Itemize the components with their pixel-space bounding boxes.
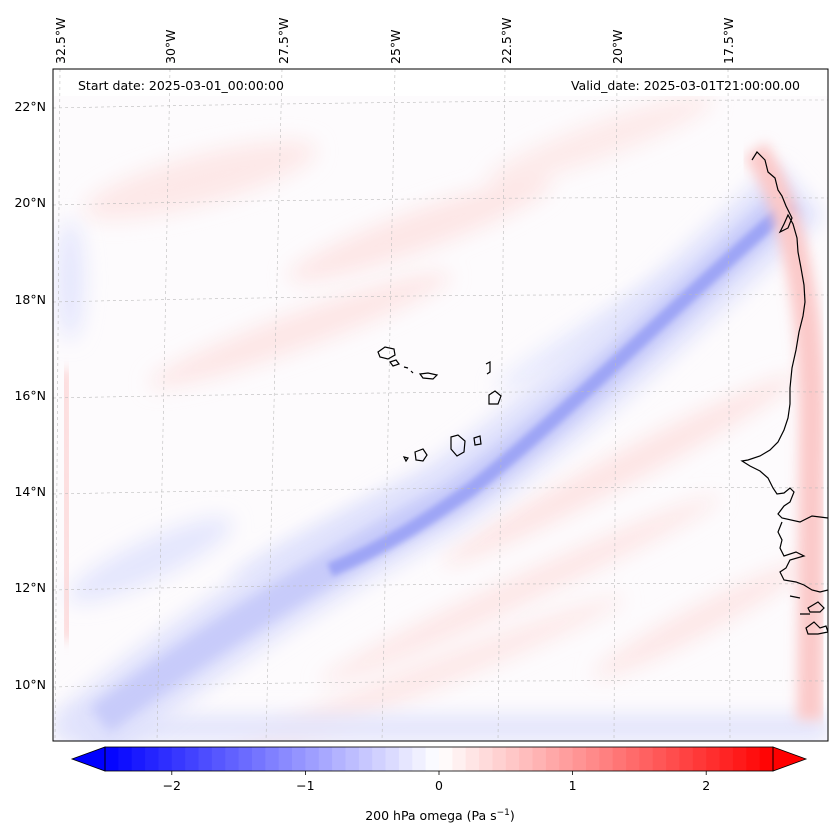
colorbar-cell: [746, 747, 761, 771]
colorbar-cell: [732, 747, 747, 771]
colorbar-tick-label: −1: [296, 778, 314, 793]
coastal-descent-strip: [744, 142, 826, 721]
colorbar-cell: [358, 747, 373, 771]
colorbar-cell: [185, 747, 200, 771]
colorbar-cell: [545, 747, 560, 771]
colorbar-cell: [372, 747, 387, 771]
colorbar-cell: [505, 747, 520, 771]
colorbar-cell: [251, 747, 266, 771]
colorbar-cell: [599, 747, 614, 771]
lon-label: 17.5°W: [721, 18, 736, 64]
lon-label: 27.5°W: [276, 18, 291, 64]
colorbar-cell: [706, 747, 721, 771]
colorbar-cell: [265, 747, 280, 771]
header-box: [54, 70, 827, 96]
coastline-west-africa: [740, 151, 828, 635]
colorbar-cell: [439, 747, 453, 771]
colorbar-cell: [479, 747, 494, 771]
lon-label: 30°W: [163, 29, 178, 64]
colorbar-cell: [719, 747, 734, 771]
gridlines: [53, 69, 828, 741]
ascent-band-core: [327, 199, 795, 577]
valid-date-label: Valid_date: 2025-03-01T21:00:00.00: [571, 78, 800, 93]
western-edge-strip: [58, 369, 75, 641]
lat-label: 18°N: [14, 292, 46, 307]
colorbar-label: 200 hPa omega (Pa s−1): [365, 808, 515, 823]
colorbar-cell: [626, 747, 640, 771]
colorbar: −2 −1 0 1 2 200 hPa omega (Pa s−1): [70, 746, 808, 823]
colorbar-cell: [492, 747, 507, 771]
lat-label: 14°N: [14, 484, 46, 499]
latitude-labels: 22°N 20°N 18°N 16°N 14°N 12°N 10°N: [14, 99, 46, 692]
colorbar-tick-label: 0: [435, 778, 443, 793]
colorbar-tick-label: 2: [702, 778, 710, 793]
colorbar-cell: [559, 747, 574, 771]
colorbar-tick-label: −2: [163, 778, 181, 793]
coastline-cape-verde: [377, 346, 502, 463]
colorbar-cell: [612, 747, 627, 771]
lon-label: 22.5°W: [499, 18, 514, 64]
colorbar-extend-min: [70, 746, 106, 772]
colorbar-cell: [532, 747, 547, 771]
omega-field: [53, 69, 828, 741]
lat-label: 22°N: [14, 99, 46, 114]
colorbar-cell: [211, 747, 226, 771]
colorbar-cell: [345, 747, 360, 771]
colorbar-cell: [198, 747, 213, 771]
colorbar-ticks: −2 −1 0 1 2: [163, 771, 710, 793]
colorbar-cell: [759, 747, 774, 771]
colorbar-cell: [292, 747, 306, 771]
lon-label: 25°W: [388, 29, 403, 64]
colorbar-cell: [585, 747, 600, 771]
colorbar-cell: [145, 747, 160, 771]
colorbar-cell: [105, 747, 119, 771]
start-date-label: Start date: 2025-03-01_00:00:00: [78, 78, 284, 93]
colorbar-cell: [318, 747, 333, 771]
colorbar-cell: [572, 747, 587, 771]
colorbar-cell: [692, 747, 707, 771]
longitude-labels: 32.5°W 30°W 27.5°W 25°W 22.5°W 20°W 17.5…: [53, 18, 736, 64]
lat-label: 16°N: [14, 388, 46, 403]
colorbar-cell: [171, 747, 186, 771]
colorbar-cell: [278, 747, 293, 771]
colorbar-cell: [666, 747, 681, 771]
colorbar-cell: [332, 747, 347, 771]
colorbar-cells: [105, 747, 774, 771]
colorbar-extend-max: [772, 746, 808, 772]
lat-label: 10°N: [14, 677, 46, 692]
colorbar-cell: [425, 747, 440, 771]
colorbar-cell: [305, 747, 320, 771]
colorbar-cell: [639, 747, 654, 771]
colorbar-cell: [519, 747, 534, 771]
colorbar-cell: [158, 747, 173, 771]
colorbar-cell: [679, 747, 694, 771]
lat-label: 12°N: [14, 580, 46, 595]
colorbar-tick-label: 1: [569, 778, 577, 793]
lat-label: 20°N: [14, 195, 46, 210]
colorbar-cell: [131, 747, 146, 771]
colorbar-cell: [225, 747, 240, 771]
colorbar-cell: [238, 747, 253, 771]
colorbar-cell: [465, 747, 480, 771]
colorbar-cell: [412, 747, 427, 771]
colorbar-cell: [652, 747, 667, 771]
colorbar-cell: [385, 747, 400, 771]
plot-frame: [52, 68, 829, 742]
colorbar-cell: [452, 747, 467, 771]
colorbar-cell: [398, 747, 413, 771]
colorbar-cell: [118, 747, 133, 771]
lon-label: 20°W: [610, 29, 625, 64]
lon-label: 32.5°W: [53, 18, 68, 64]
